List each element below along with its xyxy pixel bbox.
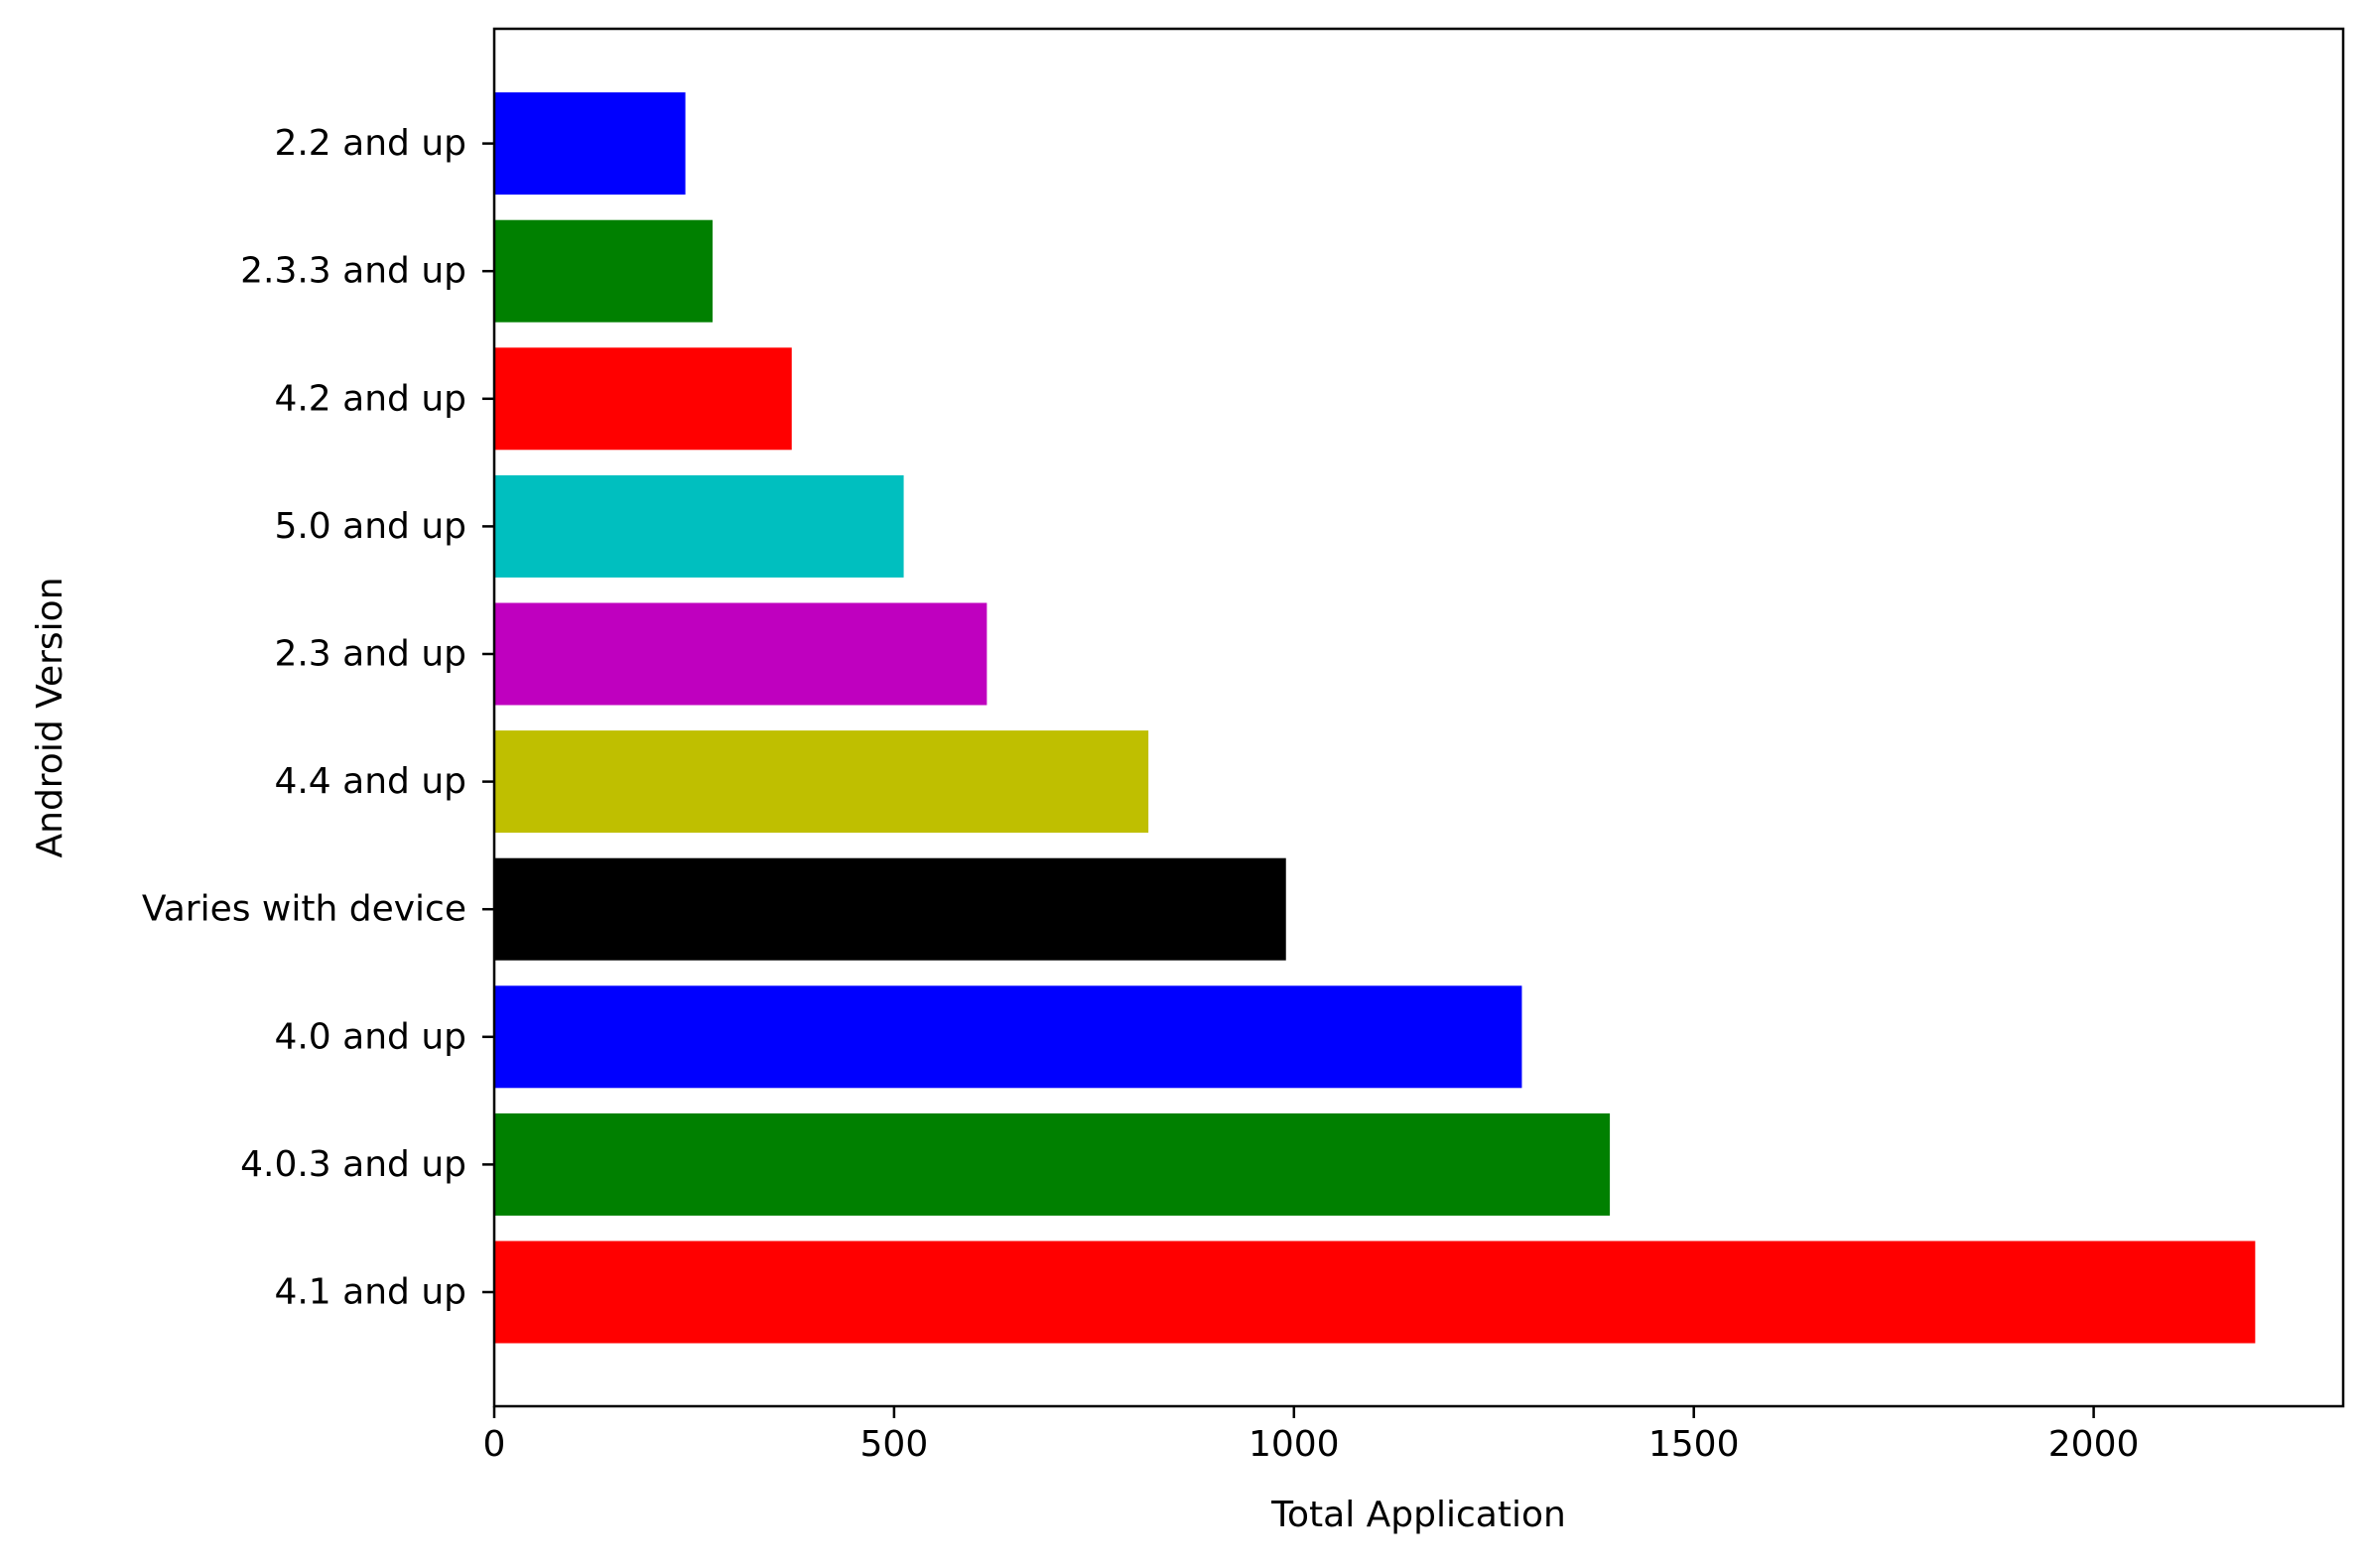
y-tick-label: 4.0.3 and up xyxy=(240,1144,466,1185)
bar xyxy=(494,219,713,323)
bar xyxy=(494,730,1149,834)
y-tick-label: Varies with device xyxy=(142,889,466,930)
x-tick-label: 0 xyxy=(483,1424,506,1465)
bar xyxy=(494,1241,2256,1344)
y-tick-label: 2.3 and up xyxy=(274,634,466,675)
x-tick-label: 2000 xyxy=(2048,1424,2140,1465)
y-axis-label: Android Version xyxy=(30,577,70,857)
x-axis-ticks: 0 500 1000 1500 2000 xyxy=(483,1406,2140,1465)
x-tick-label: 1000 xyxy=(1249,1424,1340,1465)
y-tick-label: 4.1 and up xyxy=(274,1272,466,1313)
bars-layer xyxy=(494,92,2256,1344)
y-tick-label: 4.0 and up xyxy=(274,1016,466,1057)
bar xyxy=(494,347,792,451)
x-tick-label: 1500 xyxy=(1648,1424,1740,1465)
y-tick-label: 2.3.3 and up xyxy=(240,251,466,292)
plot-frame xyxy=(492,27,2345,1408)
bar xyxy=(494,985,1522,1089)
bar xyxy=(494,602,987,706)
bar xyxy=(494,857,1286,961)
x-axis-label: Total Application xyxy=(1270,1495,1566,1535)
x-tick-label: 500 xyxy=(860,1424,929,1465)
bar xyxy=(494,1112,1611,1216)
bar xyxy=(494,92,686,196)
y-tick-label: 2.2 and up xyxy=(274,123,466,164)
y-tick-label: 4.2 and up xyxy=(274,378,466,419)
y-axis-ticks: 4.1 and up 4.0.3 and up 4.0 and up Varies w… xyxy=(142,123,494,1313)
y-tick-label: 5.0 and up xyxy=(274,506,466,547)
bar xyxy=(494,474,904,578)
y-tick-label: 4.4 and up xyxy=(274,761,466,802)
